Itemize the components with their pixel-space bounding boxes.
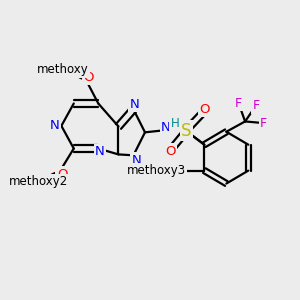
Text: N: N <box>161 121 171 134</box>
Text: N: N <box>50 119 60 132</box>
Text: O: O <box>165 145 176 158</box>
Text: S: S <box>181 122 192 140</box>
Text: F: F <box>252 99 260 112</box>
Text: methoxy3: methoxy3 <box>127 164 186 177</box>
Text: O: O <box>200 103 210 116</box>
Text: O: O <box>83 71 93 84</box>
Text: methoxy: methoxy <box>37 63 89 76</box>
Text: O: O <box>174 164 184 177</box>
Text: N: N <box>131 154 141 166</box>
Text: O: O <box>57 167 67 181</box>
Text: F: F <box>260 117 267 130</box>
Text: F: F <box>235 97 242 110</box>
Text: H: H <box>171 117 179 130</box>
Text: N: N <box>130 98 140 111</box>
Text: N: N <box>95 145 105 158</box>
Text: methoxy2: methoxy2 <box>8 175 68 188</box>
